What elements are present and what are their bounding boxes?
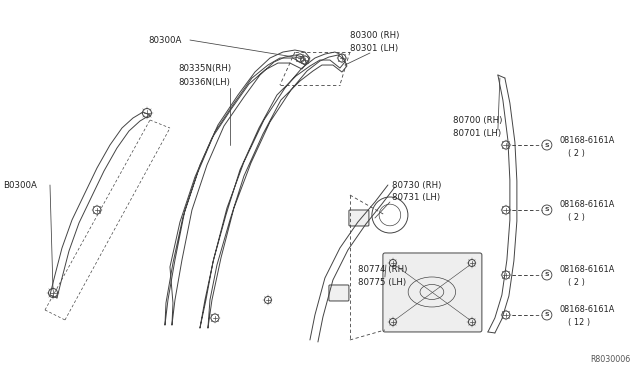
Text: S: S bbox=[545, 142, 549, 148]
Text: 08168-6161A: 08168-6161A bbox=[560, 201, 615, 209]
Text: 80775 (LH): 80775 (LH) bbox=[358, 279, 406, 288]
Text: ( 2 ): ( 2 ) bbox=[568, 279, 585, 288]
Text: 80774 (RH): 80774 (RH) bbox=[358, 266, 407, 275]
Text: 80336N(LH): 80336N(LH) bbox=[178, 77, 230, 87]
Text: R8030006: R8030006 bbox=[590, 356, 630, 365]
Text: S: S bbox=[545, 312, 549, 317]
FancyBboxPatch shape bbox=[349, 210, 369, 226]
Text: 80731 (LH): 80731 (LH) bbox=[392, 193, 440, 202]
Text: B0300A: B0300A bbox=[3, 180, 37, 189]
Text: 80701 (LH): 80701 (LH) bbox=[453, 128, 501, 138]
Text: 80700 (RH): 80700 (RH) bbox=[453, 116, 502, 125]
Text: 80301 (LH): 80301 (LH) bbox=[350, 44, 398, 52]
Text: 80730 (RH): 80730 (RH) bbox=[392, 180, 442, 189]
FancyBboxPatch shape bbox=[329, 285, 349, 301]
Text: 80300 (RH): 80300 (RH) bbox=[350, 31, 399, 39]
Text: S: S bbox=[545, 272, 549, 278]
Text: 08168-6161A: 08168-6161A bbox=[560, 305, 615, 314]
Text: S: S bbox=[545, 208, 549, 212]
Text: 08168-6161A: 08168-6161A bbox=[560, 266, 615, 275]
Text: ( 2 ): ( 2 ) bbox=[568, 214, 585, 222]
Text: 80300A: 80300A bbox=[148, 36, 181, 45]
Text: 08168-6161A: 08168-6161A bbox=[560, 135, 615, 144]
Text: 80335N(RH): 80335N(RH) bbox=[178, 64, 231, 73]
Text: ( 12 ): ( 12 ) bbox=[568, 318, 590, 327]
FancyBboxPatch shape bbox=[383, 253, 482, 332]
Text: ( 2 ): ( 2 ) bbox=[568, 148, 585, 157]
